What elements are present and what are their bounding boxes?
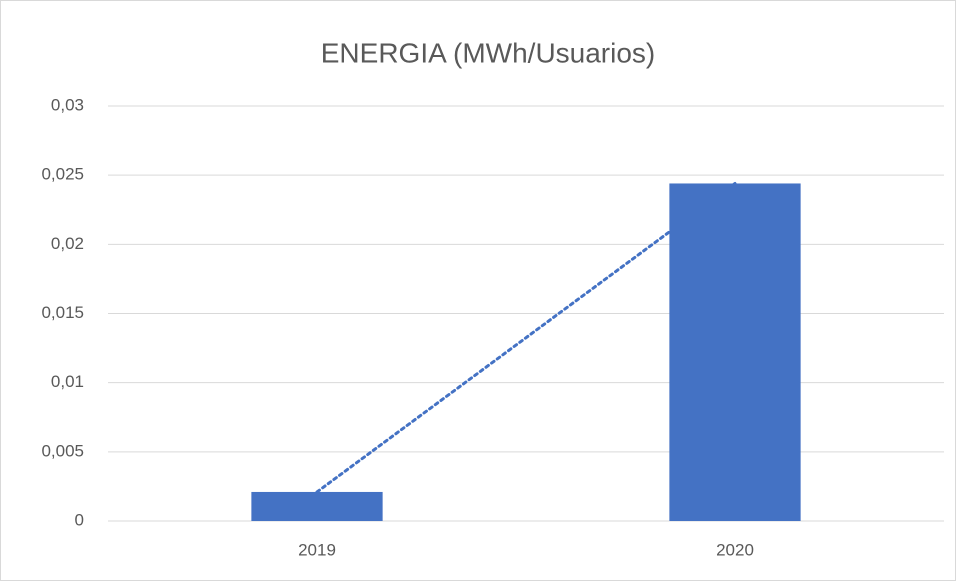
y-tick-label: 0,015 — [41, 303, 84, 322]
y-tick-label: 0,025 — [41, 165, 84, 184]
y-tick-label: 0 — [75, 510, 84, 529]
y-tick-label: 0,02 — [51, 234, 84, 253]
trendline — [315, 181, 737, 494]
bar — [669, 183, 801, 521]
y-tick-label: 0,03 — [51, 95, 84, 114]
y-tick-label: 0,01 — [51, 372, 84, 391]
x-tick-label: 2019 — [298, 540, 336, 559]
bar — [251, 491, 383, 521]
x-tick-label: 2020 — [716, 540, 754, 559]
chart-title: ENERGIA (MWh/Usuarios) — [321, 37, 656, 68]
y-tick-label: 0,005 — [41, 441, 84, 460]
